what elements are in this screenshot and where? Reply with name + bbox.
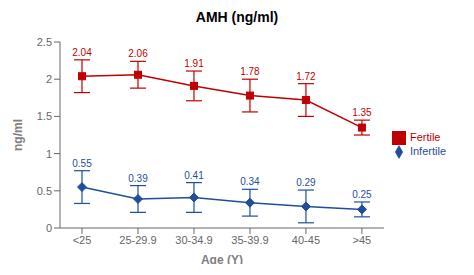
svg-text:0.29: 0.29 (296, 177, 316, 188)
svg-text:2.06: 2.06 (128, 48, 148, 59)
html-text:Fertile: Fertile (409, 130, 441, 143)
svg-text:0.34: 0.34 (240, 176, 260, 187)
svg-text:1.72: 1.72 (296, 71, 316, 82)
svg-text:2: 2 (46, 73, 52, 85)
svg-text:0.39: 0.39 (128, 173, 148, 184)
svg-text:2.04: 2.04 (72, 47, 92, 58)
svg-text:1: 1 (46, 148, 52, 160)
svg-text:2.5: 2.5 (37, 36, 52, 48)
html-text:Infertile: Infertile (409, 145, 446, 157)
svg-text:>45: >45 (353, 234, 372, 246)
svg-text:35-39.9: 35-39.9 (231, 234, 268, 246)
svg-text:1.35: 1.35 (352, 107, 372, 118)
svg-text:1.78: 1.78 (240, 66, 260, 77)
svg-text:1.91: 1.91 (184, 58, 204, 69)
svg-text:30-34.9: 30-34.9 (175, 234, 212, 246)
svg-text:25-29.9: 25-29.9 (119, 234, 156, 246)
svg-text:Age (Y): Age (Y) (201, 253, 243, 264)
html-text:AMH (ng/ml): AMH (ng/ml) (195, 9, 279, 25)
svg-text:0.5: 0.5 (37, 185, 52, 197)
svg-text:0.41: 0.41 (184, 170, 204, 181)
svg-text:ng/ml: ng/ml (11, 119, 25, 151)
svg-text:0.55: 0.55 (72, 158, 92, 169)
svg-text:0.25: 0.25 (352, 189, 372, 200)
svg-text:1.5: 1.5 (37, 110, 52, 122)
svg-text:0: 0 (46, 222, 52, 234)
svg-text:<25: <25 (73, 234, 92, 246)
svg-text:40-45: 40-45 (292, 234, 320, 246)
